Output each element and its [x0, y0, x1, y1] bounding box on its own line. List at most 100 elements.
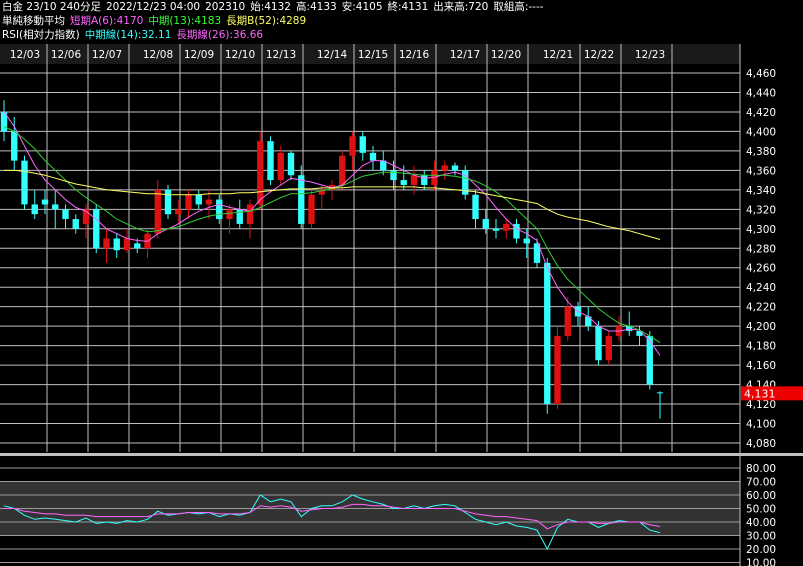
candle-body [564, 306, 571, 336]
y-tick-label: 4,180 [746, 341, 776, 353]
instrument-label: 白金 23/10 240分足 [2, 1, 101, 13]
candle-body [72, 219, 79, 229]
x-tick-label: 12/23 [635, 49, 665, 61]
candle-body [605, 335, 612, 361]
candle-body [246, 204, 254, 224]
open-interest-value: 取組高:---- [493, 1, 544, 13]
candle-body [287, 152, 295, 176]
rsi-mid-legend: 中期線(14):32.11 [84, 29, 172, 41]
candle-body [390, 170, 397, 181]
candle-body [236, 209, 243, 224]
volume-value: 出来高:720 [433, 1, 489, 13]
rsi-long-line [4, 503, 661, 530]
ma-mid-line [3, 126, 661, 344]
y-tick-label: 4,380 [746, 146, 776, 158]
rsi-legend: RSI(相対力指数) 中期線(14):32.11 長期線(26):36.66 [2, 28, 268, 42]
candle-body [164, 189, 172, 215]
candle-body [451, 165, 459, 171]
candle-body [31, 204, 38, 215]
open-value: 始:4132 [250, 1, 291, 13]
candle-body [369, 152, 377, 161]
candle-body [103, 238, 110, 249]
rsi-y-tick-label: 10.00 [746, 558, 776, 566]
candle-body [154, 189, 161, 234]
rsi-mid-line [3, 494, 661, 551]
candle-body [646, 335, 653, 385]
high-value: 高:4133 [295, 1, 337, 13]
candle-body [277, 152, 284, 181]
y-tick-label: 4,160 [746, 360, 776, 372]
candle-body [636, 331, 643, 336]
x-tick-label: 12/15 [358, 49, 388, 61]
x-tick-label: 12/16 [399, 49, 430, 61]
y-tick-label: 4,220 [746, 302, 776, 314]
quote-header: 白金 23/10 240分足 2022/12/23 04:00 202310 始:41… [2, 0, 549, 14]
candle-body [656, 392, 664, 394]
candle-body [400, 180, 407, 185]
x-tick-label: 12/14 [317, 49, 348, 61]
candle-body [472, 194, 479, 220]
candle-body [585, 316, 592, 327]
candle-body [21, 160, 28, 205]
rsi-y-tick-label: 20.00 [746, 544, 776, 556]
x-tick-label: 12/03 [10, 49, 40, 61]
x-tick-label: 12/08 [143, 49, 173, 61]
candle-body [308, 194, 315, 224]
x-tick-label: 12/13 [266, 49, 296, 61]
candle-body [257, 141, 264, 205]
candle-body [554, 335, 561, 405]
close-value: 終:4131 [387, 1, 429, 13]
candle-body [359, 136, 366, 153]
y-tick-label: 4,100 [746, 419, 776, 431]
candle-body [134, 243, 141, 249]
candle-body [380, 160, 387, 171]
candle-body [503, 223, 510, 231]
x-tick-label: 12/20 [491, 49, 521, 61]
candle-body [462, 170, 469, 195]
y-tick-label: 4,260 [746, 263, 776, 275]
candle-body [349, 136, 356, 156]
candle-body [175, 209, 182, 215]
rsi-y-tick-label: 30.00 [746, 531, 776, 543]
ma-legend: 単純移動平均 短期A(6):4170 中期(13):4183 長期B(52):4289 [2, 14, 311, 28]
candle-body [195, 194, 202, 205]
candle-body [41, 199, 49, 205]
y-tick-label: 4,340 [746, 185, 776, 197]
candle-body [441, 165, 448, 171]
candle-body [216, 199, 223, 220]
ma-legend-label: 単純移動平均 [2, 15, 65, 27]
y-tick-label: 4,200 [746, 321, 776, 333]
y-tick-label: 4,280 [746, 243, 776, 255]
rsi-y-tick-label: 70.00 [746, 477, 776, 489]
x-tick-label: 12/21 [543, 49, 573, 61]
rsi-y-tick-label: 80.00 [746, 463, 776, 475]
contract-code: 202310 [205, 1, 246, 13]
candle-body [482, 219, 489, 229]
candle-body [267, 141, 274, 181]
rsi-legend-label: RSI(相対力指数) [2, 29, 80, 41]
candle-body [339, 155, 346, 185]
ma-mid-legend: 中期(13):4183 [148, 15, 222, 27]
candle-body [93, 209, 100, 249]
y-tick-label: 4,320 [746, 204, 776, 216]
candle-body [226, 209, 233, 220]
y-tick-label: 4,360 [746, 165, 776, 177]
y-tick-label: 4,420 [746, 107, 776, 119]
candle-body [11, 131, 18, 161]
x-tick-label: 12/10 [225, 49, 255, 61]
rsi-y-tick-label: 40.00 [746, 517, 776, 529]
x-tick-label: 12/17 [450, 49, 480, 61]
y-tick-label: 4,300 [746, 224, 776, 236]
candle-body [523, 238, 530, 244]
y-tick-label: 4,440 [746, 87, 776, 99]
y-tick-label: 4,240 [746, 282, 776, 294]
candle-body [626, 326, 633, 332]
x-tick-label: 12/07 [92, 49, 122, 61]
rsi-long-legend: 長期線(26):36.66 [176, 29, 264, 41]
candle-body [533, 243, 541, 263]
y-tick-label: 4,400 [746, 126, 776, 138]
ma-long-line [4, 169, 661, 240]
candle-body [52, 204, 59, 210]
low-value: 安:4105 [341, 1, 383, 13]
